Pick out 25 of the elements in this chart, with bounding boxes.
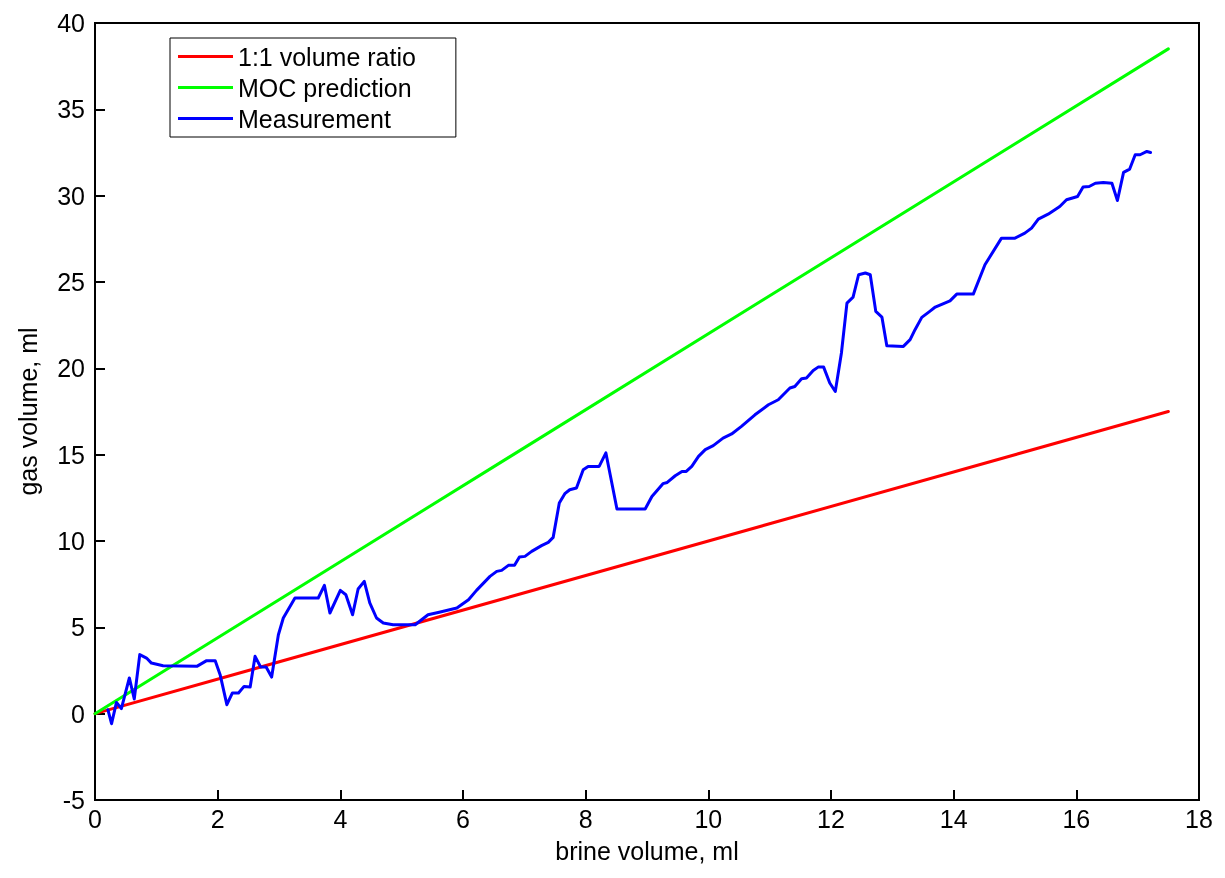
x-tick-label: 14: [939, 804, 968, 833]
y-tick-label: 20: [57, 354, 85, 383]
x-tick-label: 18: [1185, 804, 1213, 833]
x-tick-label: 6: [456, 804, 470, 833]
y-tick-label: 10: [57, 527, 85, 555]
x-axis-title: brine volume, ml: [555, 836, 739, 865]
y-axis-title: gas volume, ml: [13, 327, 42, 496]
legend-label: MOC prediction: [238, 73, 412, 102]
x-tick-label: 2: [210, 804, 225, 833]
x-tick-label: 12: [817, 804, 845, 833]
legend-label: Measurement: [238, 104, 391, 133]
x-tick-label: 8: [578, 804, 593, 833]
y-tick-label: 5: [71, 613, 85, 642]
y-tick-label: 30: [57, 181, 85, 210]
y-tick-label: 15: [57, 440, 85, 469]
legend-label: 1:1 volume ratio: [238, 42, 416, 71]
y-tick-label: -5: [62, 786, 85, 814]
y-tick-label: 25: [57, 268, 85, 296]
x-tick-label: 10: [694, 804, 723, 833]
y-tick-label: 35: [57, 95, 85, 124]
x-tick-label: 16: [1062, 804, 1091, 833]
y-tick-label: 0: [71, 699, 85, 728]
line-series: [106, 149, 1153, 726]
y-tick-label: 40: [57, 9, 85, 37]
x-tick-label: 4: [333, 804, 348, 833]
